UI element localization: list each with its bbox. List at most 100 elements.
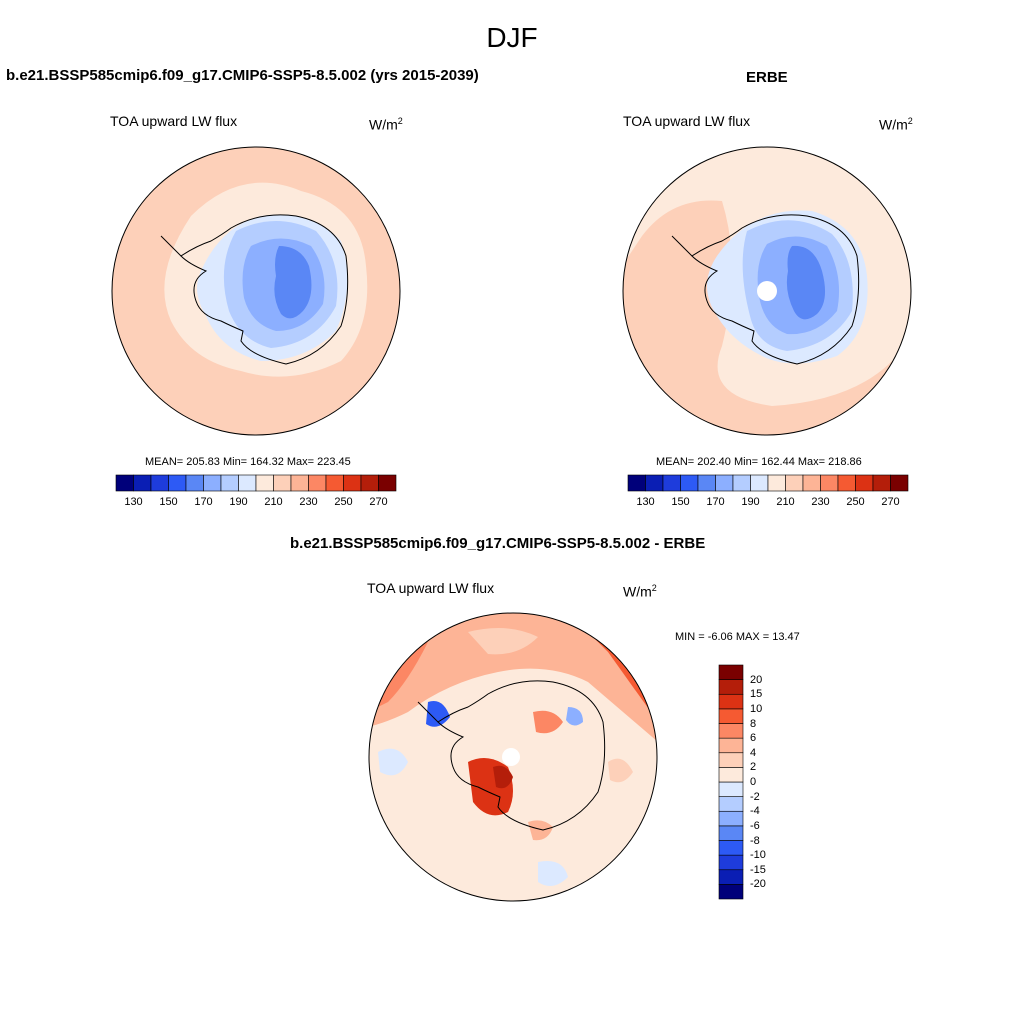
figure-title: DJF bbox=[486, 22, 538, 53]
panel-obs-title: ERBE bbox=[746, 69, 788, 86]
panel-obs-colorbar-box bbox=[785, 474, 804, 492]
panel-diff-colorbar-box bbox=[718, 737, 744, 754]
panel-model-colorbar-tick-label: 170 bbox=[194, 496, 213, 508]
panel-model-colorbar bbox=[115, 474, 397, 492]
panel-obs-colorbar-box bbox=[662, 474, 681, 492]
panel-model-units: W/m2 bbox=[369, 116, 403, 133]
panel-obs-colorbar-box bbox=[680, 474, 699, 492]
panel-diff-colorbar-box bbox=[718, 810, 744, 827]
panel-diff-colorbar-tick-label: 0 bbox=[750, 776, 757, 788]
panel-model-colorbar-tick-label: 270 bbox=[369, 496, 388, 508]
panel-diff-colorbar-tick-label: -15 bbox=[750, 863, 766, 876]
panel-diff-colorbar-tick-label: 10 bbox=[750, 702, 763, 715]
panel-diff-title: b.e21.BSSP585cmip6.f09_g17.CMIP6-SSP5-8.… bbox=[290, 535, 706, 552]
panel-model-colorbar-box bbox=[308, 474, 327, 492]
panel-obs-stats: MEAN= 202.40 Min= 162.44 Max= 218.86 bbox=[656, 456, 862, 468]
panel-diff-colorbar-ticks: 20 15 10 8 6 4 2 0 -2 -4 -6 -8 -10 -15 -20 bbox=[750, 665, 790, 899]
panel-diff-stats: MIN = -6.06 MAX = 13.47 bbox=[675, 631, 800, 643]
panel-model-colorbar-box bbox=[273, 474, 292, 492]
panel-obs-colorbar-box bbox=[890, 474, 909, 492]
panel-model-colorbar-box bbox=[325, 474, 344, 492]
panel-diff-colorbar-box bbox=[718, 752, 744, 768]
panel-obs-colorbar-box bbox=[645, 474, 664, 492]
panel-obs-colorbar-ticks: 130 150 170 190 210 230 250 270 bbox=[628, 496, 908, 510]
panel-model-colorbar-tick-label: 130 bbox=[124, 496, 143, 508]
panel-obs-colorbar-tick-label: 150 bbox=[671, 496, 690, 508]
panel-model-stats: MEAN= 205.83 Min= 164.32 Max= 223.45 bbox=[145, 456, 351, 468]
panel-diff-colorbar-box bbox=[718, 723, 744, 739]
panel-diff-colorbar-tick-label: 20 bbox=[750, 673, 763, 686]
panel-obs-colorbar-box bbox=[802, 474, 821, 492]
panel-obs-colorbar-box bbox=[767, 474, 786, 492]
panel-diff-colorbar-box bbox=[718, 854, 744, 871]
panel-diff-variable: TOA upward LW flux bbox=[367, 580, 495, 596]
panel-obs-colorbar-box bbox=[732, 474, 751, 492]
panel-model-colorbar-box bbox=[343, 474, 362, 492]
panel-diff-colorbar-box bbox=[718, 767, 744, 783]
panel-model-colorbar-tick-label: 250 bbox=[334, 496, 353, 508]
panel-diff-colorbar-box bbox=[718, 708, 744, 724]
panel-diff-colorbar-tick-label: 6 bbox=[750, 732, 757, 745]
panel-diff-map bbox=[368, 612, 658, 902]
panel-obs-colorbar-tick-label: 250 bbox=[846, 496, 865, 508]
panel-diff-colorbar-tick-label: -6 bbox=[750, 819, 760, 832]
panel-diff-colorbar-box bbox=[718, 693, 744, 710]
panel-model-colorbar-tick-label: 190 bbox=[229, 496, 248, 508]
panel-obs-colorbar-box bbox=[697, 474, 716, 492]
panel-model-colorbar-box bbox=[185, 474, 204, 492]
panel-diff-colorbar-box bbox=[718, 781, 744, 797]
panel-model-colorbar-tick-label: 150 bbox=[159, 496, 178, 508]
panel-obs-colorbar-tick-label: 210 bbox=[776, 496, 795, 508]
panel-diff-colorbar-box bbox=[718, 840, 744, 856]
panel-obs-colorbar-box bbox=[750, 474, 769, 492]
panel-model-colorbar-box bbox=[115, 474, 134, 492]
panel-model-colorbar-box bbox=[360, 474, 379, 492]
panel-obs-colorbar bbox=[627, 474, 909, 492]
panel-model-colorbar-box bbox=[378, 474, 397, 492]
panel-obs-colorbar-box bbox=[872, 474, 891, 492]
panel-diff-units: W/m2 bbox=[623, 583, 657, 600]
panel-diff-colorbar-tick-label: 15 bbox=[750, 688, 763, 701]
panel-model-colorbar-tick-label: 210 bbox=[264, 496, 283, 508]
panel-model-colorbar-box bbox=[220, 474, 239, 492]
panel-model-colorbar-box bbox=[238, 474, 257, 492]
panel-diff-colorbar-box bbox=[718, 796, 744, 812]
panel-obs-colorbar-box bbox=[837, 474, 856, 492]
panel-diff-colorbar-box bbox=[718, 884, 744, 900]
panel-model-colorbar-box bbox=[203, 474, 222, 492]
panel-model-title: b.e21.BSSP585cmip6.f09_g17.CMIP6-SSP5-8.… bbox=[6, 67, 479, 84]
panel-model-colorbar-box bbox=[150, 474, 169, 492]
panel-diff-colorbar-box bbox=[718, 664, 744, 680]
panel-model-colorbar-box bbox=[133, 474, 152, 492]
panel-diff-colorbar bbox=[718, 664, 744, 900]
panel-diff-colorbar-tick-label: 4 bbox=[750, 746, 757, 759]
panel-obs-colorbar-tick-label: 230 bbox=[811, 496, 830, 508]
panel-diff-colorbar-tick-label: 8 bbox=[750, 717, 757, 730]
panel-diff-colorbar-box bbox=[718, 825, 744, 841]
panel-diff-colorbar-tick-label: -4 bbox=[750, 805, 760, 818]
panel-diff-colorbar-tick-label: -20 bbox=[750, 878, 766, 891]
panel-model-colorbar-box bbox=[168, 474, 187, 492]
panel-obs-variable: TOA upward LW flux bbox=[623, 113, 751, 129]
panel-obs-colorbar-tick-label: 270 bbox=[881, 496, 900, 508]
panel-model-map bbox=[111, 146, 401, 436]
panel-diff-colorbar-box bbox=[718, 869, 744, 885]
panel-diff-colorbar-tick-label: -2 bbox=[750, 790, 760, 803]
panel-diff-colorbar-tick-label: 2 bbox=[750, 761, 757, 774]
panel-obs-units: W/m2 bbox=[879, 116, 913, 133]
panel-diff-colorbar-tick-label: -10 bbox=[750, 849, 766, 862]
panel-obs-colorbar-tick-label: 190 bbox=[741, 496, 760, 508]
panel-diff-colorbar-box bbox=[718, 679, 744, 695]
panel-obs-map bbox=[622, 146, 912, 436]
panel-obs-colorbar-box bbox=[820, 474, 839, 492]
panel-obs-colorbar-tick-label: 130 bbox=[636, 496, 655, 508]
panel-diff-colorbar-tick-label: -8 bbox=[750, 834, 760, 847]
panel-model-colorbar-tick-label: 230 bbox=[299, 496, 318, 508]
panel-obs-colorbar-box bbox=[627, 474, 646, 492]
panel-obs-colorbar-box bbox=[855, 474, 874, 492]
panel-model-variable: TOA upward LW flux bbox=[110, 113, 238, 129]
panel-model-colorbar-ticks: 130 150 170 190 210 230 250 270 bbox=[116, 496, 396, 510]
panel-model-colorbar-box bbox=[255, 474, 274, 492]
panel-model-colorbar-box bbox=[290, 474, 309, 492]
panel-obs-colorbar-box bbox=[715, 474, 734, 492]
